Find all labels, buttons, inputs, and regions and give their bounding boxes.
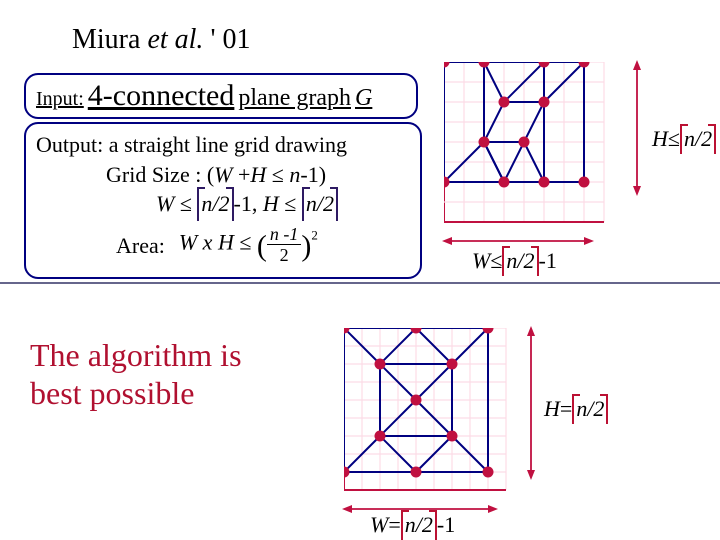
output-gridsize: Grid Size : (W +H ≤ n-1) — [36, 160, 410, 190]
divider — [0, 282, 720, 285]
input-connected: 4-connected — [88, 79, 235, 112]
statement-l2: best possible — [30, 374, 242, 412]
fig-top-W-label: W ≤ n/2-1 — [472, 248, 557, 274]
output-line1: Output: a straight line grid drawing — [36, 130, 410, 160]
year: ' 01 — [210, 24, 250, 55]
figure-bottom — [344, 328, 516, 500]
fig-bot-H-arrow — [522, 324, 540, 482]
input-G: G — [355, 85, 372, 111]
statement-l1: The algorithm is — [30, 336, 242, 374]
input-box: Input: 4-connected plane graph G — [24, 73, 418, 119]
statement: The algorithm is best possible — [30, 336, 242, 413]
etal: et al. — [147, 24, 203, 55]
fig-bot-W-label: W = n/2-1 — [370, 512, 455, 538]
output-wh-bounds: W ≤ n/2-1, H ≤ n/2 — [36, 189, 410, 219]
input-plane: plane graph — [238, 85, 351, 111]
input-label: Input: — [36, 88, 84, 110]
output-box: Output: a straight line grid drawing Gri… — [24, 122, 422, 279]
figure-top — [444, 62, 614, 232]
fig-top-H-label: H ≤ n/2 — [652, 126, 716, 152]
fig-bot-H-label: H = n/2 — [544, 396, 608, 422]
author: Miura — [72, 24, 140, 55]
slide-title: Miura et al. ' 01 — [72, 24, 250, 56]
fig-top-H-arrow — [628, 58, 646, 198]
output-area: Area: W x H ≤ (n -12)2 — [36, 225, 410, 267]
